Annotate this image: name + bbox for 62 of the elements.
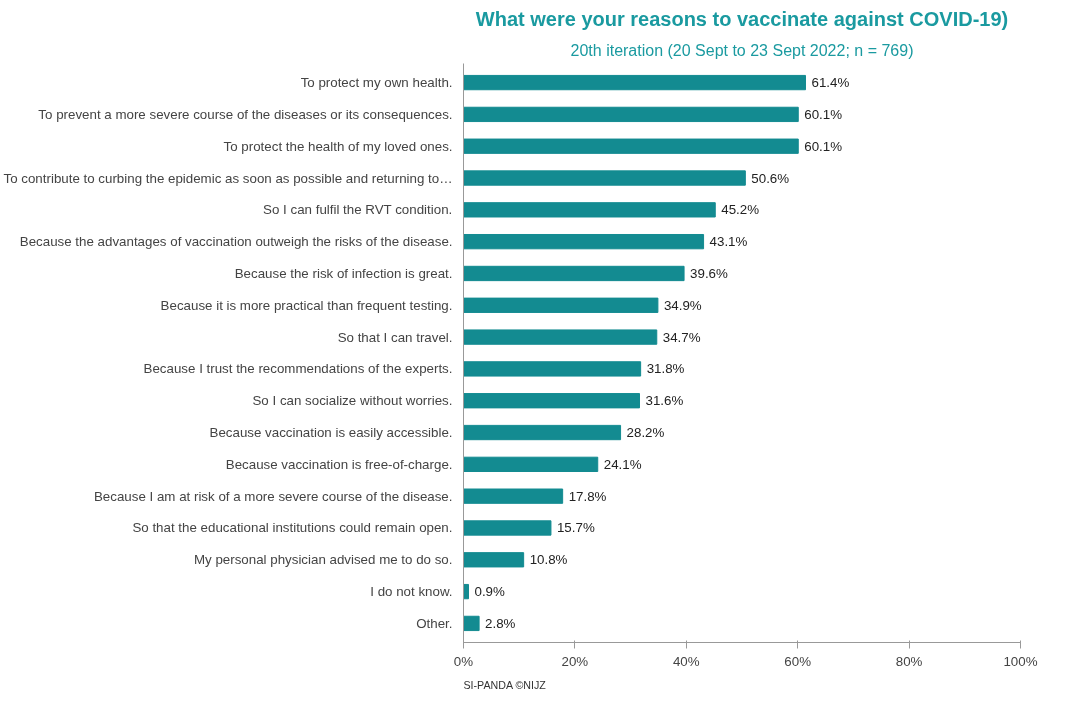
data-label: 39.6% xyxy=(690,265,729,281)
bar xyxy=(463,615,480,632)
data-label: 50.6% xyxy=(751,170,790,186)
data-label: 2.8% xyxy=(485,615,516,631)
data-label: 10.8% xyxy=(529,552,568,568)
bar xyxy=(463,393,641,409)
bar xyxy=(463,74,806,91)
bar xyxy=(463,488,564,504)
y-tick-label: Because I am at risk of a more severe course of the disease. xyxy=(93,488,453,504)
x-tick-label: 40% xyxy=(672,653,700,669)
chart-title: What were your reasons to vaccinate against COVID-19) xyxy=(475,7,1009,30)
y-tick-label: To protect the health of my loved ones. xyxy=(223,138,453,154)
y-tick-label: So that the educational institutions could remain open. xyxy=(132,520,453,536)
y-tick-label: To protect my own health. xyxy=(300,75,453,91)
bar xyxy=(463,456,599,472)
bar xyxy=(463,552,525,568)
data-label: 17.8% xyxy=(568,488,607,504)
y-tick-label: I do not know. xyxy=(370,584,453,600)
y-tick-label: Because I trust the recommendations of the experts. xyxy=(143,361,453,377)
data-label: 31.8% xyxy=(646,361,685,377)
bar xyxy=(463,297,659,313)
bar xyxy=(463,424,622,441)
data-label: 43.1% xyxy=(709,234,748,250)
y-tick-label: To prevent a more severe course of the diseases or its consequences. xyxy=(38,106,453,122)
y-tick-label: Other. xyxy=(416,615,453,631)
x-tick-label: 60% xyxy=(784,653,812,669)
y-tick-label: So that I can travel. xyxy=(337,329,453,345)
bar xyxy=(463,329,658,345)
bar xyxy=(463,202,716,218)
x-tick-label: 100% xyxy=(1003,653,1038,669)
bar xyxy=(463,520,552,536)
data-label: 15.7% xyxy=(556,520,595,536)
data-label: 24.1% xyxy=(603,456,642,472)
bar xyxy=(463,361,642,377)
x-tick-label: 80% xyxy=(895,653,923,669)
bar xyxy=(463,138,799,154)
data-label: 61.4% xyxy=(811,75,850,91)
y-tick-label: My personal physician advised me to do so. xyxy=(193,552,453,568)
x-tick-label: 20% xyxy=(561,653,589,669)
bar xyxy=(463,170,746,186)
y-tick-label: Because the risk of infection is great. xyxy=(234,265,453,281)
data-label: 28.2% xyxy=(626,425,665,441)
data-label: 45.2% xyxy=(721,202,760,218)
x-tick-label: 0% xyxy=(453,653,474,669)
bar xyxy=(463,234,705,250)
data-label: 0.9% xyxy=(474,584,506,600)
data-label: 60.1% xyxy=(804,106,843,122)
y-tick-label: To contribute to curbing the epidemic as soon as possible and returning to… xyxy=(3,170,453,186)
data-label: 31.6% xyxy=(645,393,684,409)
y-tick-label: So I can fulfil the RVT condition. xyxy=(263,202,453,218)
chart-subtitle: 20th iteration (20 Sept to 23 Sept 2022; n = 769) xyxy=(570,41,914,59)
y-tick-label: Because the advantages of vaccination outweigh the risks of the disease. xyxy=(19,234,453,250)
bar xyxy=(463,265,685,282)
y-tick-label: Because vaccination is easily accessible. xyxy=(209,425,453,441)
data-label: 60.1% xyxy=(804,138,843,154)
y-tick-label: Because vaccination is free-of-charge. xyxy=(225,456,453,472)
bar xyxy=(463,106,799,123)
data-label: 34.9% xyxy=(663,297,702,313)
text: SI-PANDA ©NIJZ xyxy=(463,678,547,691)
data-label: 34.7% xyxy=(662,329,701,345)
y-tick-label: So I can socialize without worries. xyxy=(252,393,453,409)
y-tick-label: Because it is more practical than frequent testing. xyxy=(160,297,453,313)
